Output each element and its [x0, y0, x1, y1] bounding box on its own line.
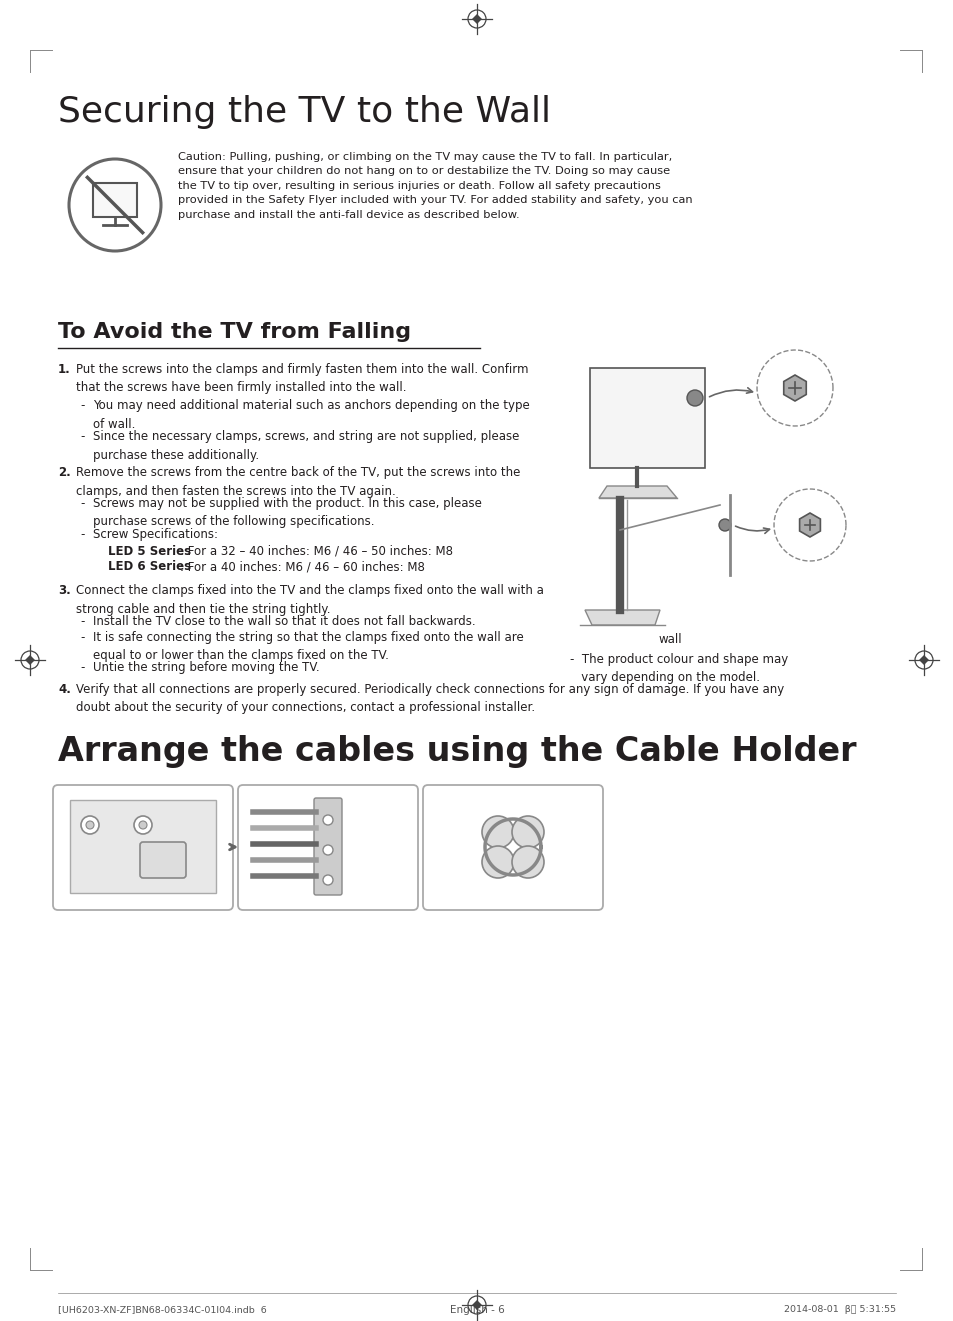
Circle shape — [323, 875, 333, 885]
Text: Arrange the cables using the Cable Holder: Arrange the cables using the Cable Holde… — [58, 734, 856, 768]
Polygon shape — [799, 513, 820, 538]
Text: -: - — [80, 497, 84, 510]
Polygon shape — [584, 610, 659, 625]
Text: -: - — [80, 616, 84, 627]
Text: 1.: 1. — [58, 363, 71, 376]
Text: 4.: 4. — [58, 683, 71, 696]
Circle shape — [481, 816, 514, 848]
Text: -: - — [80, 399, 84, 412]
Polygon shape — [783, 375, 805, 402]
Circle shape — [139, 820, 147, 830]
FancyBboxPatch shape — [589, 369, 704, 468]
Text: English - 6: English - 6 — [449, 1305, 504, 1314]
Text: Securing the TV to the Wall: Securing the TV to the Wall — [58, 95, 551, 129]
Circle shape — [323, 815, 333, 826]
FancyBboxPatch shape — [53, 785, 233, 910]
Text: Put the screws into the clamps and firmly fasten them into the wall. Confirm
tha: Put the screws into the clamps and firml… — [76, 363, 528, 395]
Text: -: - — [80, 660, 84, 674]
Text: Remove the screws from the centre back of the TV, put the screws into the
clamps: Remove the screws from the centre back o… — [76, 466, 519, 498]
FancyBboxPatch shape — [70, 801, 215, 893]
Text: Screw Specifications:: Screw Specifications: — [92, 528, 218, 542]
Circle shape — [86, 820, 94, 830]
Text: wall: wall — [658, 633, 681, 646]
FancyBboxPatch shape — [237, 785, 417, 910]
Text: You may need additional material such as anchors depending on the type
of wall.: You may need additional material such as… — [92, 399, 529, 431]
Text: 2014-08-01  β스 5:31:55: 2014-08-01 β스 5:31:55 — [783, 1305, 895, 1314]
Text: Since the necessary clamps, screws, and string are not supplied, please
purchase: Since the necessary clamps, screws, and … — [92, 431, 518, 461]
Text: : For a 32 – 40 inches: M6 / 46 – 50 inches: M8: : For a 32 – 40 inches: M6 / 46 – 50 inc… — [180, 546, 453, 557]
Text: Connect the clamps fixed into the TV and the clamps fixed onto the wall with a
s: Connect the clamps fixed into the TV and… — [76, 584, 543, 616]
FancyBboxPatch shape — [140, 841, 186, 878]
Circle shape — [686, 390, 702, 406]
Text: -: - — [80, 431, 84, 443]
Text: 3.: 3. — [58, 584, 71, 597]
Circle shape — [323, 845, 333, 855]
Text: [UH6203-XN-ZF]BN68-06334C-01I04.indb  6: [UH6203-XN-ZF]BN68-06334C-01I04.indb 6 — [58, 1305, 267, 1314]
Circle shape — [133, 816, 152, 834]
Polygon shape — [918, 655, 928, 664]
Text: Install the TV close to the wall so that it does not fall backwards.: Install the TV close to the wall so that… — [92, 616, 476, 627]
Text: Caution: Pulling, pushing, or climbing on the TV may cause the TV to fall. In pa: Caution: Pulling, pushing, or climbing o… — [178, 152, 692, 219]
Text: : For a 40 inches: M6 / 46 – 60 inches: M8: : For a 40 inches: M6 / 46 – 60 inches: … — [180, 560, 424, 573]
Text: Untie the string before moving the TV.: Untie the string before moving the TV. — [92, 660, 319, 674]
Text: Verify that all connections are properly secured. Periodically check connections: Verify that all connections are properly… — [76, 683, 783, 715]
Circle shape — [81, 816, 99, 834]
Polygon shape — [472, 1300, 481, 1310]
Text: To Avoid the TV from Falling: To Avoid the TV from Falling — [58, 322, 411, 342]
Text: -: - — [80, 528, 84, 542]
Circle shape — [512, 816, 543, 848]
Text: It is safe connecting the string so that the clamps fixed onto the wall are
equa: It is safe connecting the string so that… — [92, 631, 523, 663]
Text: -  The product colour and shape may
   vary depending on the model.: - The product colour and shape may vary … — [569, 653, 787, 684]
Circle shape — [719, 519, 730, 531]
Text: LED 5 Series: LED 5 Series — [108, 546, 191, 557]
Text: Screws may not be supplied with the product. In this case, please
purchase screw: Screws may not be supplied with the prod… — [92, 497, 481, 528]
Text: 2.: 2. — [58, 466, 71, 480]
Text: LED 6 Series: LED 6 Series — [108, 560, 191, 573]
Circle shape — [481, 845, 514, 878]
Polygon shape — [598, 486, 677, 498]
FancyBboxPatch shape — [92, 184, 137, 217]
Polygon shape — [25, 655, 35, 664]
FancyBboxPatch shape — [314, 798, 341, 896]
Circle shape — [512, 845, 543, 878]
Text: -: - — [80, 631, 84, 645]
FancyBboxPatch shape — [422, 785, 602, 910]
Polygon shape — [472, 15, 481, 24]
